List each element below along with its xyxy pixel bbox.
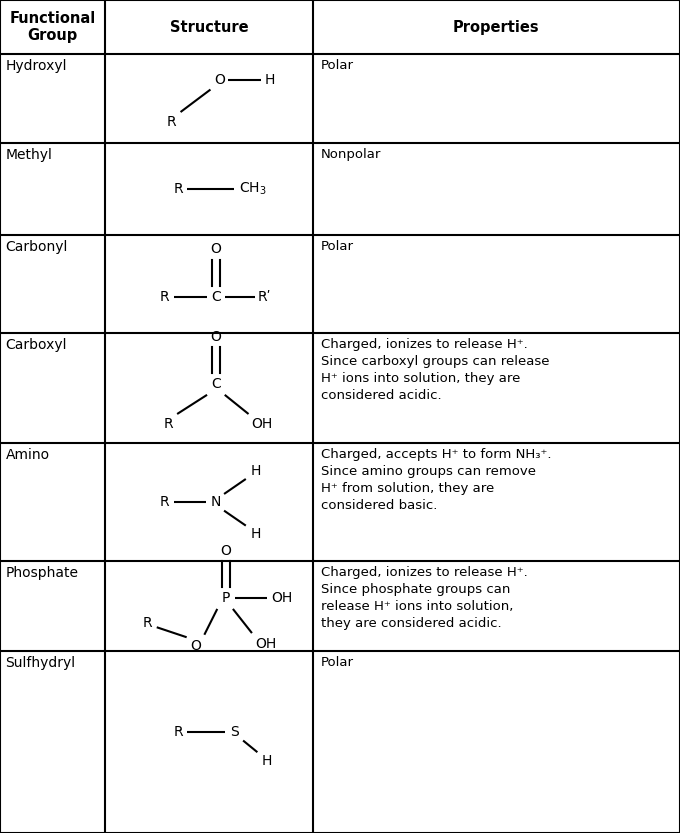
Text: O: O — [190, 639, 201, 652]
Text: Polar: Polar — [321, 656, 354, 670]
Text: Structure: Structure — [170, 19, 248, 35]
Text: Carboxyl: Carboxyl — [5, 338, 67, 352]
Text: Polar: Polar — [321, 240, 354, 253]
Text: H: H — [250, 527, 260, 541]
Text: H: H — [265, 72, 275, 87]
Text: R: R — [167, 115, 177, 129]
Text: Charged, ionizes to release H⁺.
Since phosphate groups can
release H⁺ ions into : Charged, ionizes to release H⁺. Since ph… — [321, 566, 528, 631]
Text: Methyl: Methyl — [5, 148, 52, 162]
Text: R: R — [163, 417, 173, 431]
Text: R: R — [173, 182, 184, 196]
Text: Hydroxyl: Hydroxyl — [5, 59, 67, 73]
Text: O: O — [221, 544, 231, 557]
Text: Phosphate: Phosphate — [5, 566, 78, 581]
Text: OH: OH — [252, 417, 273, 431]
Text: Amino: Amino — [5, 448, 50, 462]
Text: Charged, ionizes to release H⁺.
Since carboxyl groups can release
H⁺ ions into s: Charged, ionizes to release H⁺. Since ca… — [321, 338, 549, 402]
Text: Nonpolar: Nonpolar — [321, 148, 381, 162]
Text: O: O — [211, 242, 221, 256]
Text: S: S — [231, 726, 239, 739]
Text: H: H — [262, 754, 272, 767]
Text: CH$_3$: CH$_3$ — [239, 181, 267, 197]
Text: Functional
Group: Functional Group — [10, 11, 96, 43]
Text: Charged, accepts H⁺ to form NH₃⁺.
Since amino groups can remove
H⁺ from solution: Charged, accepts H⁺ to form NH₃⁺. Since … — [321, 448, 551, 512]
Text: C: C — [211, 290, 221, 303]
Text: R: R — [160, 290, 170, 303]
Text: H: H — [250, 464, 260, 477]
Text: N: N — [211, 496, 221, 509]
Text: OH: OH — [271, 591, 292, 605]
Text: Sulfhydryl: Sulfhydryl — [5, 656, 75, 671]
Text: C: C — [211, 377, 221, 391]
Text: R: R — [143, 616, 153, 630]
Text: Properties: Properties — [453, 19, 540, 35]
Text: Polar: Polar — [321, 59, 354, 72]
Text: Rʹ: Rʹ — [258, 290, 271, 303]
Text: P: P — [222, 591, 231, 605]
Text: OH: OH — [255, 637, 276, 651]
Text: O: O — [214, 72, 224, 87]
Text: R: R — [173, 726, 184, 739]
Text: Carbonyl: Carbonyl — [5, 240, 68, 254]
Text: R: R — [160, 496, 170, 509]
Text: O: O — [211, 330, 221, 343]
